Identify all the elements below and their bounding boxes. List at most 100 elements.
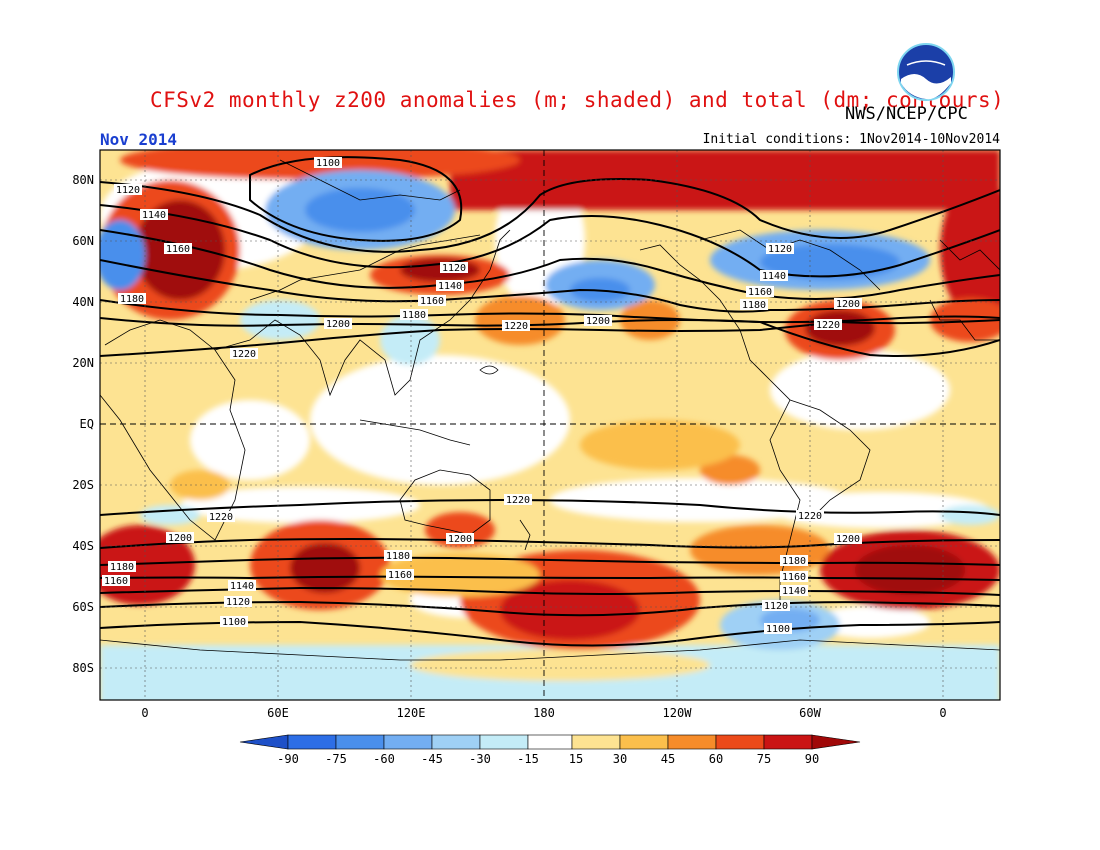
longitude-labels: 0 60E 120E 180 120W 60W 0	[141, 706, 946, 720]
colorbar-segment	[287, 734, 337, 750]
equator-dateline	[100, 150, 1000, 700]
colorbar-segment	[431, 734, 481, 750]
contour-label: 1220	[504, 494, 532, 506]
svg-text:1100: 1100	[222, 617, 246, 628]
height-contours	[100, 156, 1000, 647]
colorbar-label: 45	[661, 752, 675, 766]
svg-text:1200: 1200	[836, 299, 860, 310]
svg-text:1220: 1220	[798, 511, 822, 522]
svg-text:1160: 1160	[782, 572, 806, 583]
contour-label: 1180	[400, 309, 428, 321]
anomaly-shading	[100, 150, 1000, 700]
svg-text:1120: 1120	[116, 185, 140, 196]
svg-text:1100: 1100	[316, 158, 340, 169]
contour-label: 1200	[324, 318, 352, 330]
contour-label: 1160	[780, 571, 808, 583]
svg-text:1200: 1200	[448, 534, 472, 545]
svg-text:1160: 1160	[388, 570, 412, 581]
svg-text:1160: 1160	[104, 576, 128, 587]
colorbar-label: 30	[613, 752, 627, 766]
contour-label: 1180	[740, 299, 768, 311]
lon-label: 60W	[799, 706, 821, 720]
colorbar-segment	[619, 734, 669, 750]
colorbar-label: -60	[373, 752, 395, 766]
contour-label: 1180	[384, 550, 412, 562]
svg-text:1220: 1220	[816, 320, 840, 331]
contour-label: 1220	[230, 348, 258, 360]
lon-label: 0	[939, 706, 946, 720]
svg-text:1100: 1100	[766, 624, 790, 635]
colorbar-label: -30	[469, 752, 491, 766]
colorbar-segment	[479, 734, 529, 750]
contour-label: 1140	[228, 580, 256, 592]
svg-text:1220: 1220	[209, 512, 233, 523]
svg-text:1220: 1220	[506, 495, 530, 506]
svg-text:1120: 1120	[764, 601, 788, 612]
svg-text:1160: 1160	[748, 287, 772, 298]
svg-text:1160: 1160	[420, 296, 444, 307]
contour-label: 1140	[760, 270, 788, 282]
contour-label: 1140	[140, 209, 168, 221]
period-label: Nov 2014	[100, 130, 178, 149]
coastlines	[100, 159, 1000, 661]
contour-label: 1180	[118, 293, 146, 305]
contour-label: 1200	[834, 533, 862, 545]
svg-text:1180: 1180	[386, 551, 410, 562]
contour-label: 1160	[164, 243, 192, 255]
svg-text:1120: 1120	[226, 597, 250, 608]
latitude-labels: 80N 60N 40N 20N EQ 20S 40S 60S 80S	[72, 173, 94, 675]
contour-label: 1220	[502, 320, 530, 332]
svg-text:1180: 1180	[782, 556, 806, 567]
lon-label: 120W	[663, 706, 693, 720]
contour-label: 1200	[834, 298, 862, 310]
svg-text:1180: 1180	[120, 294, 144, 305]
contour-label: 1220	[207, 511, 235, 523]
lat-label: 20N	[72, 356, 94, 370]
contour-label: 1200	[446, 533, 474, 545]
noaa-logo-icon	[897, 43, 955, 101]
lat-label: 20S	[72, 478, 94, 492]
svg-text:1180: 1180	[402, 310, 426, 321]
contour-label: 1120	[114, 184, 142, 196]
contour-label: 1140	[780, 585, 808, 597]
svg-text:1200: 1200	[586, 316, 610, 327]
svg-text:1180: 1180	[110, 562, 134, 573]
contour-label: 1100	[764, 623, 792, 635]
svg-text:1160: 1160	[166, 244, 190, 255]
contour-label: 1120	[762, 600, 790, 612]
svg-text:1120: 1120	[442, 263, 466, 274]
contour-label: 1120	[766, 243, 794, 255]
colorbar-segment	[715, 734, 765, 750]
colorbar-label: 90	[805, 752, 819, 766]
lat-label: 60N	[72, 234, 94, 248]
contour-label: 1220	[796, 510, 824, 522]
svg-text:1140: 1140	[142, 210, 166, 221]
contour-label: 1200	[166, 532, 194, 544]
contour-label: 1160	[102, 575, 130, 587]
colorbar-label: -90	[277, 752, 299, 766]
contour-label: 1160	[746, 286, 774, 298]
colorbar-segment	[763, 734, 813, 750]
contour-label: 1180	[780, 555, 808, 567]
colorbar-label: -15	[517, 752, 539, 766]
contour-label: 1160	[386, 569, 414, 581]
svg-text:1200: 1200	[836, 534, 860, 545]
colorbar-segment	[571, 734, 621, 750]
contour-label: 1200	[584, 315, 612, 327]
map-frame	[99, 149, 1001, 701]
credit-text: NWS/NCEP/CPC	[845, 104, 968, 124]
colorbar-end-low	[239, 734, 289, 750]
svg-text:1220: 1220	[232, 349, 256, 360]
svg-text:1200: 1200	[326, 319, 350, 330]
svg-text:1140: 1140	[230, 581, 254, 592]
contour-label: 1180	[108, 561, 136, 573]
map-title: CFSv2 monthly z200 anomalies (m; shaded)…	[150, 88, 1005, 112]
contour-label: 1220	[814, 319, 842, 331]
contour-labels: 1100 1120 1140 1160 1180 1200 1220 1120 …	[102, 157, 862, 635]
contour-label: 1100	[314, 157, 342, 169]
colorbar-label: -75	[325, 752, 347, 766]
lat-label: 80S	[72, 661, 94, 675]
colorbar-segment	[667, 734, 717, 750]
colorbar-label: -45	[421, 752, 443, 766]
